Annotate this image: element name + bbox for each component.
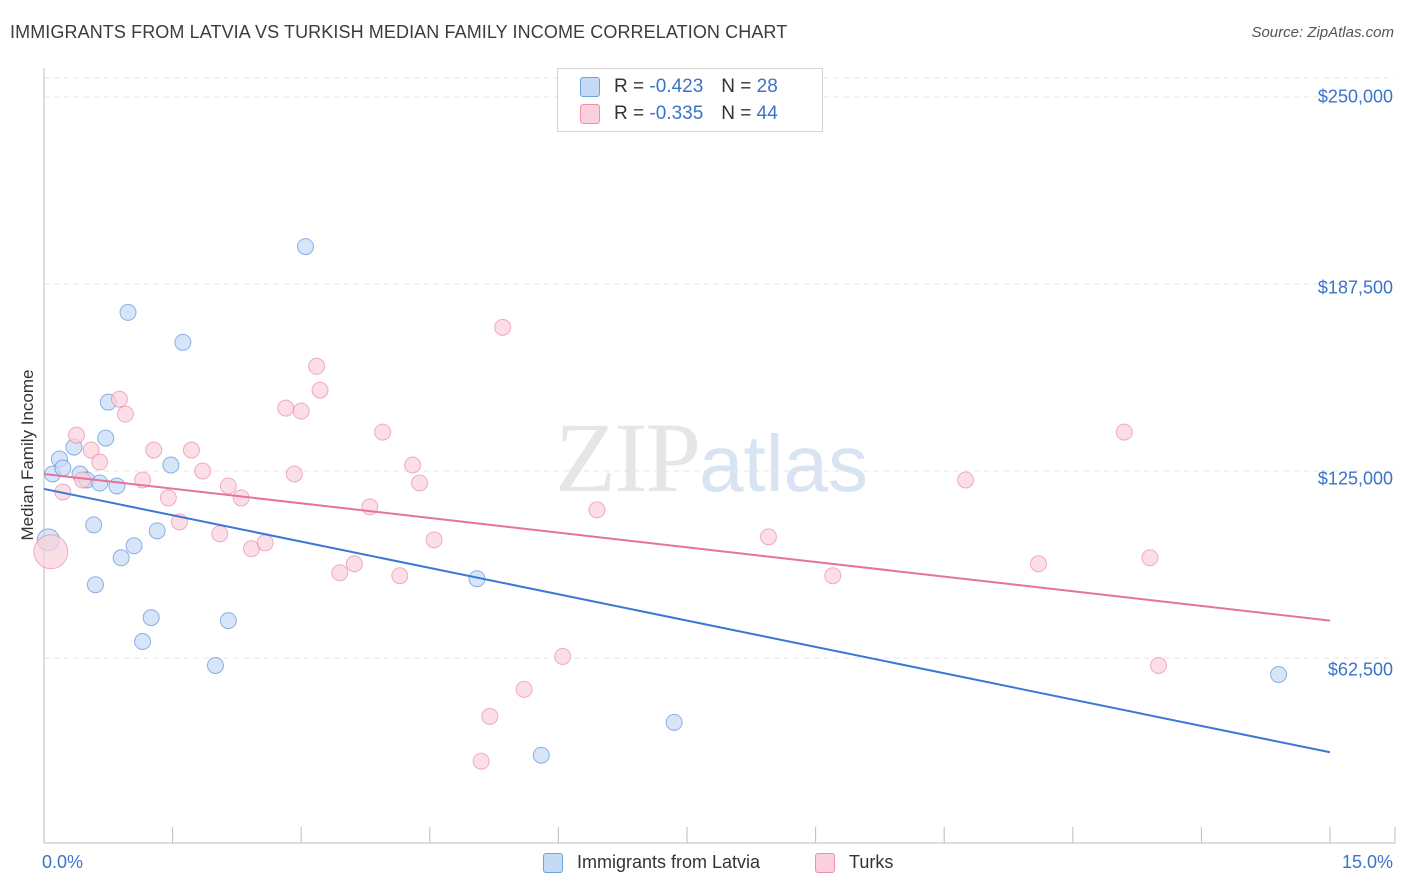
legend-swatch-latvia — [580, 77, 600, 97]
series-swatch-latvia — [543, 852, 563, 873]
data-point-latvia — [206, 656, 224, 674]
data-point-turks — [91, 453, 109, 471]
data-point-latvia — [148, 522, 166, 540]
data-point-turks — [374, 423, 392, 441]
data-point-turks — [345, 555, 363, 573]
data-point-turks — [481, 707, 499, 725]
data-point-turks — [494, 318, 512, 336]
data-point-turks — [515, 680, 533, 698]
data-point-latvia — [91, 474, 109, 492]
legend-n-value: 28 — [756, 76, 778, 97]
y-axis-label: Median Family Income — [18, 369, 37, 541]
x-tick-label-max: 15.0% — [1341, 852, 1393, 872]
y-tick-label: $250,000 — [1317, 86, 1393, 107]
data-point-turks — [472, 752, 490, 770]
legend-r-value: -0.423 — [649, 76, 704, 97]
legend-r-value: -0.335 — [649, 103, 704, 124]
watermark-zip: ZIP — [555, 402, 701, 513]
data-point-latvia — [119, 303, 137, 321]
data-point-turks — [311, 381, 329, 399]
y-tick-label: $125,000 — [1317, 468, 1393, 489]
data-point-latvia — [665, 713, 683, 731]
data-point-latvia — [162, 456, 180, 474]
legend-r-label: R = — [614, 103, 645, 124]
legend-row-turks: R = -0.335 N = 44 — [580, 102, 778, 126]
chart-title: IMMIGRANTS FROM LATVIA VS TURKISH MEDIAN… — [10, 22, 788, 42]
data-point-latvia — [108, 477, 126, 495]
data-point-turks — [159, 489, 177, 507]
data-point-latvia — [134, 633, 152, 651]
data-point-latvia — [296, 238, 314, 256]
source-label: Source: ZipAtlas.com — [1251, 24, 1394, 41]
data-point-turks — [1150, 656, 1168, 674]
data-point-turks — [82, 441, 100, 459]
data-point-turks — [277, 399, 295, 417]
data-point-turks — [1115, 423, 1133, 441]
watermark-atlas: atlas — [699, 419, 868, 508]
data-point-turks — [425, 531, 443, 549]
data-point-latvia — [125, 537, 143, 555]
data-point-turks — [219, 477, 237, 495]
data-point-latvia — [97, 429, 115, 447]
data-point-latvia — [54, 459, 72, 477]
data-point-turks — [285, 465, 303, 483]
data-point-latvia — [142, 609, 160, 627]
data-point-turks — [292, 402, 310, 420]
data-point-latvia — [85, 516, 103, 534]
data-point-turks — [308, 357, 326, 375]
data-point-turks — [404, 456, 422, 474]
data-point-turks — [588, 501, 606, 519]
data-point-turks — [256, 534, 274, 552]
watermark: ZIPatlas — [555, 400, 868, 515]
data-point-turks — [33, 534, 69, 570]
data-point-turks — [1141, 549, 1159, 567]
trend-line-turks — [43, 472, 1331, 622]
x-tick-label-min: 0.0% — [42, 852, 84, 872]
legend-n-label: N = — [721, 76, 752, 97]
data-point-turks — [145, 441, 163, 459]
legend-n-label: N = — [721, 103, 752, 124]
legend-r-label: R = — [614, 76, 645, 97]
series-swatch-turks — [815, 852, 835, 873]
data-point-turks — [331, 564, 349, 582]
data-point-turks — [116, 405, 134, 423]
series-name-latvia: Immigrants from Latvia — [577, 852, 761, 872]
data-point-turks — [759, 528, 777, 546]
y-tick-label: $187,500 — [1317, 277, 1393, 298]
data-point-turks — [957, 471, 975, 489]
data-point-turks — [411, 474, 429, 492]
data-point-turks — [194, 462, 212, 480]
data-point-turks — [182, 441, 200, 459]
data-point-latvia — [219, 612, 237, 630]
y-tick-label: $62,500 — [1327, 659, 1393, 680]
legend-row-latvia: R = -0.423 N = 28 — [580, 75, 778, 99]
data-point-turks — [824, 567, 842, 585]
data-point-turks — [68, 426, 86, 444]
data-point-turks — [211, 525, 229, 543]
trend-line-latvia — [43, 487, 1331, 754]
series-name-turks: Turks — [849, 852, 894, 872]
legend-swatch-turks — [580, 104, 600, 124]
data-point-latvia — [86, 576, 104, 594]
legend-n-value: 44 — [756, 103, 778, 124]
data-point-turks — [1030, 555, 1048, 573]
correlation-legend: R = -0.423 N = 28 R = -0.335 N = 44 — [557, 68, 823, 132]
data-point-latvia — [1270, 665, 1288, 683]
data-point-latvia — [174, 333, 192, 351]
data-point-turks — [110, 390, 128, 408]
data-point-latvia — [532, 746, 550, 764]
series-legend-turks: Turks — [815, 852, 893, 873]
series-legend-latvia: Immigrants from Latvia — [543, 852, 760, 873]
data-point-turks — [391, 567, 409, 585]
data-point-latvia — [112, 549, 130, 567]
data-point-turks — [554, 648, 572, 666]
